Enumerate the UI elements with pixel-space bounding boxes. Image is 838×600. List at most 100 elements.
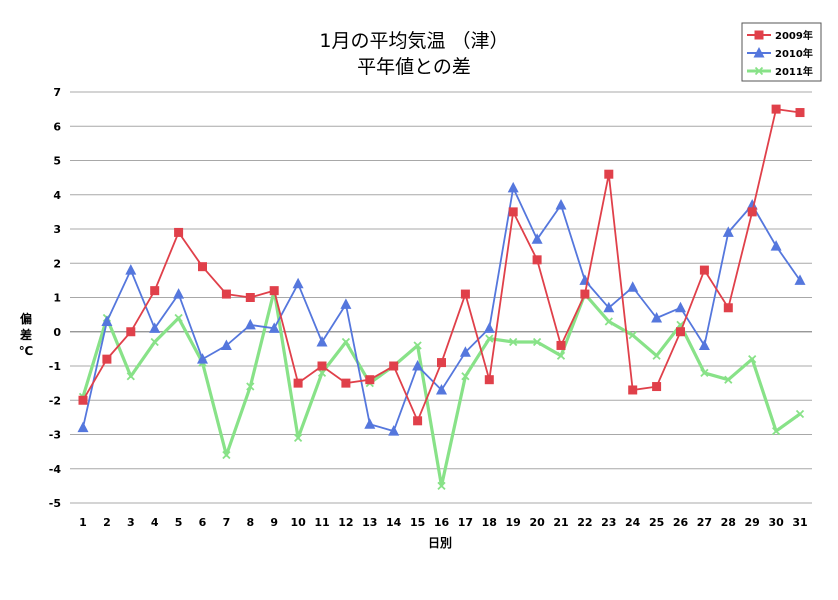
chart-title: 1月の平均気温 （津） bbox=[319, 30, 508, 52]
x-tick-label: 15 bbox=[410, 516, 425, 529]
data-point bbox=[437, 358, 446, 368]
data-point bbox=[747, 207, 757, 217]
y-tick-label: -2 bbox=[49, 394, 61, 407]
data-point bbox=[604, 317, 613, 326]
chart-subtitle: 平年値との差 bbox=[357, 56, 471, 78]
data-point bbox=[365, 375, 375, 385]
gridlines bbox=[70, 91, 812, 504]
x-tick-label: 30 bbox=[768, 516, 784, 529]
data-point bbox=[102, 354, 112, 364]
y-axis-label-char: 差 bbox=[19, 327, 32, 342]
data-point bbox=[292, 277, 304, 289]
legend: 2009年 2010年 2011年 bbox=[741, 22, 822, 82]
data-point bbox=[724, 375, 733, 384]
data-point bbox=[149, 322, 161, 333]
data-point bbox=[556, 351, 566, 360]
data-point bbox=[700, 368, 709, 377]
y-tick-label: -5 bbox=[49, 497, 61, 510]
data-point bbox=[174, 313, 183, 323]
data-point bbox=[748, 355, 757, 364]
x-tick-label: 7 bbox=[223, 516, 231, 529]
y-tick-label: 5 bbox=[53, 155, 61, 168]
data-point bbox=[388, 425, 400, 436]
data-point bbox=[795, 108, 805, 118]
x-tick-label: 3 bbox=[127, 516, 135, 529]
data-point bbox=[126, 327, 136, 337]
data-point bbox=[413, 341, 422, 350]
data-point bbox=[78, 395, 88, 405]
series-group bbox=[77, 104, 806, 491]
y-tick-label: 0 bbox=[53, 326, 61, 339]
x-tick-label: 23 bbox=[601, 516, 616, 529]
x-tick-label: 19 bbox=[506, 516, 521, 529]
data-point bbox=[532, 337, 542, 347]
data-point bbox=[461, 372, 470, 381]
data-point bbox=[675, 301, 686, 313]
data-point bbox=[245, 293, 255, 302]
data-point bbox=[723, 303, 733, 313]
data-point bbox=[220, 339, 232, 350]
data-point bbox=[794, 274, 806, 285]
y-tick-label: 3 bbox=[53, 223, 61, 236]
data-point bbox=[437, 481, 446, 491]
data-point bbox=[628, 385, 638, 395]
data-point bbox=[580, 289, 590, 299]
series-2009 bbox=[78, 104, 805, 426]
y-tick-label: -1 bbox=[49, 360, 61, 373]
y-tick-label: 6 bbox=[53, 120, 61, 133]
data-point bbox=[340, 298, 352, 309]
data-point bbox=[746, 199, 758, 210]
data-point bbox=[722, 226, 734, 237]
data-point bbox=[555, 199, 567, 210]
y-axis-ticks: 7 6 5 4 3 2 1 0 -1 -2 -3 -4 -5 bbox=[49, 86, 62, 510]
data-point bbox=[531, 233, 543, 244]
x-tick-label: 31 bbox=[792, 516, 807, 529]
x-tick-label: 6 bbox=[199, 516, 207, 529]
data-point bbox=[436, 383, 447, 395]
y-tick-label: -3 bbox=[49, 429, 61, 442]
data-point bbox=[603, 301, 615, 313]
data-point bbox=[556, 340, 566, 350]
data-point bbox=[676, 327, 685, 337]
data-point bbox=[651, 312, 663, 323]
data-point bbox=[293, 433, 303, 443]
x-tick-label: 5 bbox=[175, 516, 183, 529]
data-point bbox=[771, 104, 781, 114]
legend-label: 2009年 bbox=[775, 29, 813, 42]
data-point bbox=[246, 382, 255, 391]
data-point bbox=[652, 382, 662, 392]
data-point bbox=[604, 169, 614, 179]
data-point bbox=[507, 181, 519, 193]
x-tick-label: 10 bbox=[290, 516, 306, 529]
data-point bbox=[508, 207, 518, 217]
data-point bbox=[316, 336, 328, 347]
data-point bbox=[198, 262, 207, 272]
data-point bbox=[221, 289, 231, 299]
data-point bbox=[341, 337, 351, 347]
series-line bbox=[82, 108, 801, 422]
data-point bbox=[652, 351, 661, 360]
data-point bbox=[771, 426, 781, 436]
data-point bbox=[174, 227, 184, 237]
data-point bbox=[101, 315, 113, 326]
data-point bbox=[389, 361, 399, 371]
x-tick-label: 25 bbox=[649, 516, 664, 529]
x-tick-label: 4 bbox=[151, 516, 159, 529]
x-tick-label: 27 bbox=[697, 516, 712, 529]
x-tick-label: 24 bbox=[625, 516, 641, 529]
data-point bbox=[341, 378, 351, 388]
data-point bbox=[485, 334, 494, 343]
data-point bbox=[222, 450, 231, 460]
x-tick-label: 2 bbox=[103, 516, 111, 529]
data-point bbox=[460, 289, 470, 299]
y-tick-label: 7 bbox=[53, 86, 61, 99]
data-point bbox=[412, 360, 424, 371]
x-tick-label: 20 bbox=[529, 516, 545, 529]
y-tick-label: -4 bbox=[49, 463, 62, 476]
y-axis-label: 偏差 ℃ bbox=[19, 311, 34, 358]
x-tick-label: 21 bbox=[553, 516, 568, 529]
series-line bbox=[82, 186, 801, 433]
data-point bbox=[628, 331, 637, 340]
data-point bbox=[795, 409, 805, 419]
legend-item: 2011年 bbox=[747, 65, 813, 78]
